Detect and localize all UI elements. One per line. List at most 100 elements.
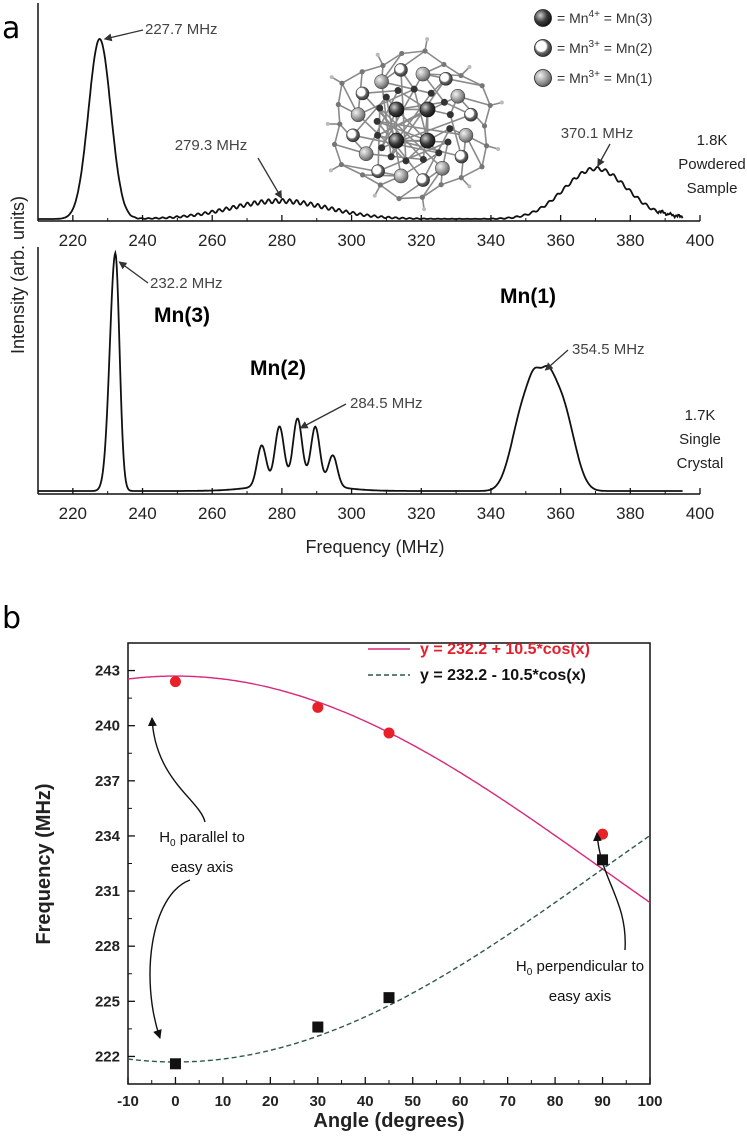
crystal-tick-label-220: 220	[59, 504, 87, 523]
molecule-atom-mn3	[388, 132, 405, 149]
molecule-atom-o	[410, 85, 418, 93]
mn12-molecule-structure	[325, 37, 504, 212]
angle-x-tick-label-10: 10	[215, 1093, 232, 1110]
powdered-spectrum-plot: 220 240 260 280 300 320 340 360 380 400 227.7 MHz…	[37, 3, 746, 250]
molecule-atom-h	[328, 168, 333, 173]
legend-equation-2: y = 232.2 - 10.5*cos(x)	[420, 667, 586, 684]
molecule-bond	[460, 74, 483, 87]
angle-x-tick-label-50: 50	[404, 1093, 421, 1110]
molecule-atom-mn3	[388, 101, 405, 118]
crystal-tick-label-360: 360	[546, 504, 574, 523]
molecule-atom-c	[487, 102, 493, 109]
molecule-bond	[362, 174, 381, 186]
molecule-bond	[366, 152, 424, 161]
angle-x-tick-label-30: 30	[309, 1093, 326, 1110]
crystal-tick-label-280: 280	[268, 504, 296, 523]
molecule-bond	[460, 166, 483, 179]
molecule-bond	[396, 101, 445, 111]
molecule-atom-c	[438, 182, 444, 188]
powdered-condition-line-1: 1.8K	[697, 132, 728, 149]
molecule-bond	[333, 144, 343, 165]
molecule-atom-c	[380, 62, 386, 69]
angle-x-tick-label-80: 80	[547, 1093, 564, 1110]
molecule-atom-c	[339, 80, 345, 86]
angle-y-axis-title: Frequency (MHz)	[33, 783, 55, 944]
angle-y-tick-label-231: 231	[95, 883, 120, 900]
annotation-perpendicular-line-2: easy axis	[549, 988, 612, 1005]
crystal-peak-label-2: 284.5 MHz	[350, 395, 423, 412]
molecule-atom-mn2	[371, 164, 385, 179]
molecule-atom-h	[467, 184, 472, 189]
angle-y-tick-label-222: 222	[95, 1048, 120, 1065]
molecule-bond	[400, 69, 407, 161]
legend-equation-1: y = 232.2 + 10.5*cos(x)	[420, 641, 590, 658]
molecule-bond	[341, 163, 363, 176]
crystal-peak-arrow-3	[544, 349, 569, 371]
molecule-atom-c	[422, 48, 428, 54]
crystal-condition-label: 1.7K Single Crystal	[677, 407, 724, 472]
molecule-bond	[398, 196, 423, 200]
red-point-90deg	[597, 828, 609, 840]
molecule-atom-h	[425, 37, 430, 42]
powdered-peak-label-3: 370.1 MHz	[561, 125, 634, 142]
legend-entry-2: = Mn3+ = Mn(2)	[557, 39, 652, 56]
crystal-tick-label-320: 320	[407, 504, 435, 523]
site-label-mn1: Mn(1)	[500, 285, 556, 308]
angle-x-axis-title: Angle (degrees)	[313, 1110, 464, 1132]
angle-dependence-plot: -10 0 10 20 30 40 50 60 70 80 90 100 222 225 228 231 234…	[33, 641, 663, 1132]
molecule-atom-o	[382, 93, 390, 101]
molecule-atom-h	[329, 75, 334, 80]
molecule-atom-mn2	[355, 86, 370, 101]
molecule-bond	[337, 83, 343, 105]
molecule-atom-h	[499, 100, 504, 105]
powdered-tick-label-220: 220	[59, 231, 87, 250]
powdered-peak-label-1: 227.7 MHz	[145, 21, 218, 38]
molecule-bond	[377, 107, 381, 172]
molecule-atom-mn1	[415, 66, 431, 82]
molecule-atom-h	[325, 121, 330, 126]
red-point-0deg	[169, 676, 181, 688]
molecule-atom-c	[331, 141, 338, 147]
site-label-mn2: Mn(2)	[250, 357, 306, 380]
angle-y-tick-label-240: 240	[95, 718, 120, 735]
black-point-90deg	[597, 854, 609, 866]
powdered-tick-label-240: 240	[128, 231, 156, 250]
data-points	[169, 676, 609, 1070]
molecule-atom-c	[396, 195, 402, 202]
angle-x-tick-label-40: 40	[357, 1093, 374, 1110]
molecule-atom-mn1	[393, 168, 409, 184]
molecule-bond	[352, 96, 387, 136]
legend-entry-1: = Mn4+ = Mn(3)	[557, 9, 652, 26]
molecule-bond	[382, 52, 403, 67]
molecule-atom-mn1	[458, 128, 474, 143]
molecule-atom-c	[458, 72, 464, 79]
legend-marker-dark	[534, 9, 552, 27]
crystal-peak-arrow-2	[299, 403, 347, 429]
red-point-45deg	[383, 727, 395, 739]
powdered-peak-arrow-2	[257, 157, 283, 199]
powdered-tick-label-360: 360	[546, 231, 574, 250]
molecule-atom-mn3	[419, 101, 436, 118]
crystal-condition-line-1: 1.7K	[685, 407, 716, 424]
axis-annotations: H0 parallel to easy axis H0 perpendicular …	[147, 717, 644, 1039]
panel-a-y-axis-title: Intensity (arb. units)	[8, 196, 28, 354]
molecule-atom-o	[446, 111, 454, 119]
arrow-parallel-to-black	[149, 879, 191, 1039]
molecule-bond	[440, 176, 462, 186]
molecule-atom-c	[479, 83, 485, 89]
crystal-peak-arrow-1	[118, 261, 149, 284]
powdered-tick-label-300: 300	[337, 231, 365, 250]
angle-plot-ticks: -10 0 10 20 30 40 50 60 70 80 90 100 222 225 228 231 234…	[95, 642, 663, 1110]
site-label-mn3: Mn(3)	[154, 304, 210, 327]
molecule-atom-c	[399, 50, 405, 57]
powdered-x-ticks: 220 240 260 280 300 320 340 360 380 400	[37, 215, 714, 250]
molecule-atom-h	[467, 65, 472, 70]
powdered-condition-label: 1.8K Powdered Sample	[678, 132, 746, 197]
panel-a-letter: a	[2, 11, 20, 46]
panel-b-letter: b	[2, 601, 21, 636]
molecule-atom-mn1	[450, 88, 466, 104]
molecule-atom-c	[337, 121, 343, 127]
molecule-bond	[395, 92, 432, 142]
molecule-bond	[377, 141, 449, 172]
arrow-parallel-to-red	[147, 717, 206, 823]
